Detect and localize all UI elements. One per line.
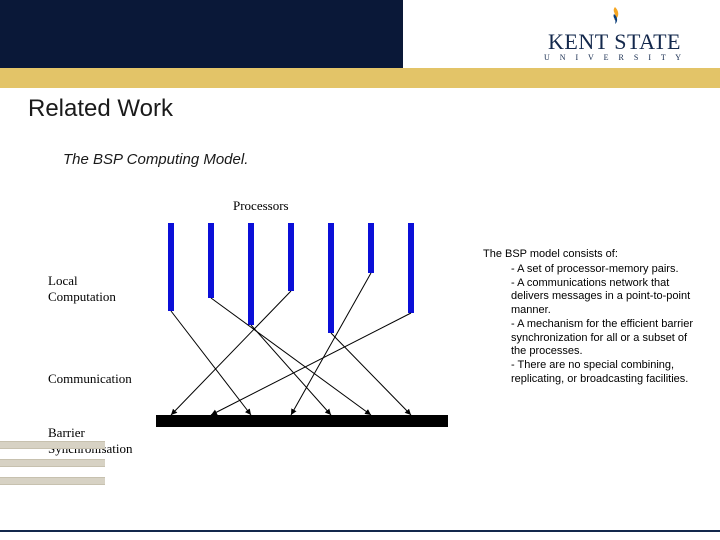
footer-bar [0, 459, 105, 467]
bsp-diagram: Processors LocalComputation Communicatio… [38, 193, 448, 473]
side-text: The BSP model consists of: - A set of pr… [483, 248, 693, 387]
header-navy-block [0, 0, 403, 68]
slide-title: Related Work [28, 95, 692, 123]
bullet-item: - A set of processor-memory pairs. [511, 263, 693, 277]
label-communication: Communication [48, 371, 132, 387]
label-processors: Processors [233, 198, 289, 214]
footer-decorative-bars [0, 441, 105, 495]
bullet-item: - A communications network that delivers… [511, 277, 693, 318]
logo-subtext: U N I V E R S I T Y [527, 53, 702, 62]
logo: KENT STATE U N I V E R S I T Y [527, 6, 702, 62]
side-text-intro: The BSP model consists of: [483, 248, 693, 262]
main-area: Processors LocalComputation Communicatio… [28, 193, 692, 525]
footer-bottom-line [0, 530, 720, 532]
flame-icon [605, 6, 625, 28]
footer-bar [0, 477, 105, 485]
bullet-item: - There are no special combining, replic… [511, 359, 693, 387]
header-gold-band [0, 68, 720, 88]
side-text-bullets: - A set of processor-memory pairs.- A co… [483, 263, 693, 387]
header-band: KENT STATE U N I V E R S I T Y [0, 0, 720, 88]
slide-subtitle: The BSP Computing Model. [63, 151, 692, 168]
logo-text: KENT STATE [527, 29, 702, 55]
bullet-item: - A mechanism for the efficient barrier … [511, 318, 693, 359]
content-area: Related Work The BSP Computing Model. Pr… [28, 95, 692, 525]
footer-bar [0, 441, 105, 449]
label-local-computation: LocalComputation [48, 273, 116, 305]
